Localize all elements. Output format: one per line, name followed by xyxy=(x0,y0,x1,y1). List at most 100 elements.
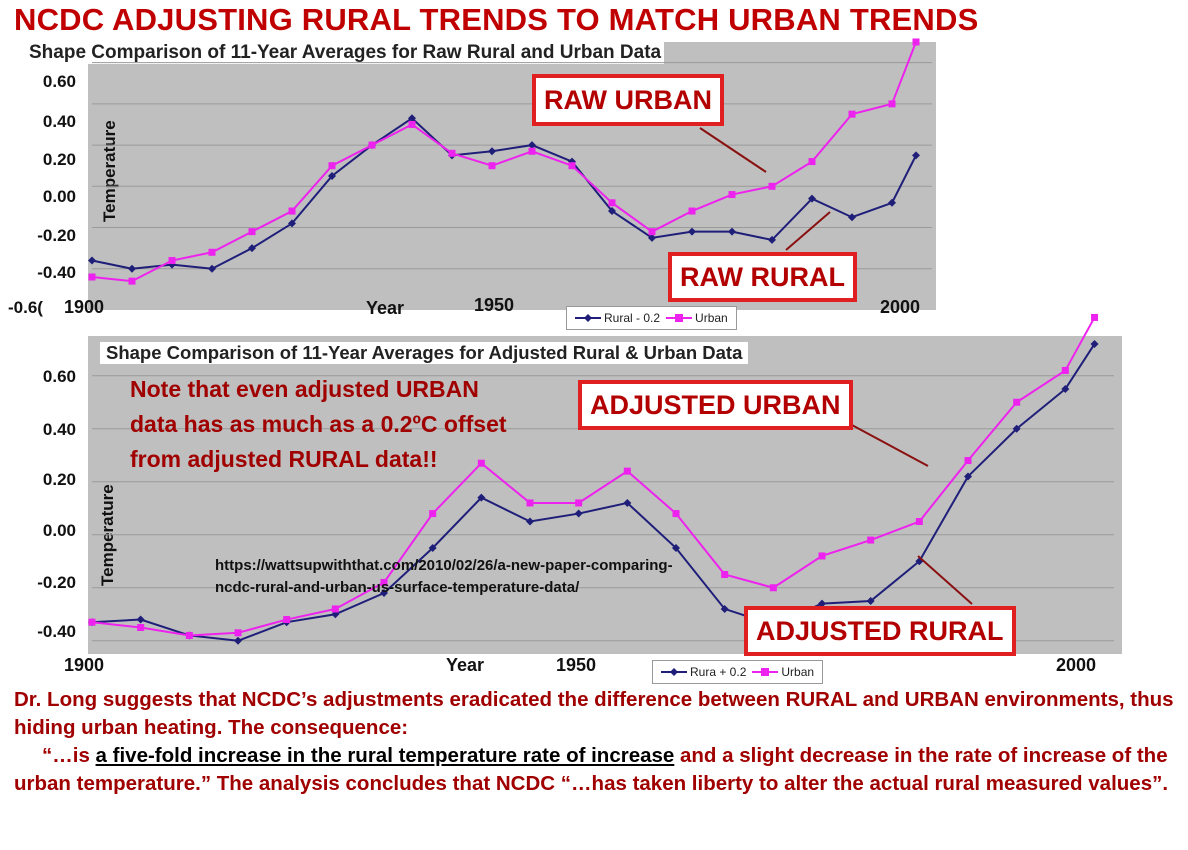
legend-label: Urban xyxy=(695,311,728,325)
chart1-urban-point xyxy=(288,207,296,215)
chart2-urban-point xyxy=(185,631,193,639)
chart1-rural-point xyxy=(528,141,536,150)
callout-adjusted-rural: ADJUSTED RURAL xyxy=(744,606,1016,656)
chart1-urban-point xyxy=(88,273,96,281)
legend-rural-swatch-icon xyxy=(575,314,601,322)
chart1-series-urban-line xyxy=(91,41,917,283)
caption: Dr. Long suggests that NCDC’s adjustment… xyxy=(14,686,1179,798)
source-url: https://wattsupwiththat.com/2010/02/26/a… xyxy=(215,557,673,596)
chart1-ytick: 0.40 xyxy=(42,112,76,131)
chart2-rural-point xyxy=(818,599,826,608)
chart2-rural-point xyxy=(526,517,534,526)
chart1-xlabel: Year xyxy=(366,298,405,318)
chart2-urban-point xyxy=(1013,398,1021,406)
chart2-urban-point xyxy=(769,584,777,592)
caption-part2: “…is xyxy=(42,744,96,767)
caption-part1: Dr. Long suggests that NCDC’s adjustment… xyxy=(14,688,1174,739)
chart1-urban-point xyxy=(248,228,256,236)
chart1-rural-point xyxy=(912,151,920,160)
callout-leader-line xyxy=(917,555,973,605)
chart1-rural-point xyxy=(288,219,296,228)
legend-label: Rural - 0.2 xyxy=(604,311,661,325)
chart2-urban-point xyxy=(137,624,145,631)
chart1-rural-point xyxy=(848,213,856,222)
chart1-rural-point xyxy=(408,114,416,123)
chart1-rural-point xyxy=(648,233,656,242)
chart1-ytick: -0.40 xyxy=(37,263,76,282)
chart1-ytick: 0.60 xyxy=(42,72,76,91)
callout-adjusted-urban: ADJUSTED URBAN xyxy=(578,380,853,430)
chart2-rural-point xyxy=(234,636,242,645)
legend-item-rural: Rura + 0.2 xyxy=(661,665,746,679)
chart1-urban-point xyxy=(608,199,616,207)
chart1-rural-point xyxy=(888,198,896,207)
legend-label: Rura + 0.2 xyxy=(690,665,747,679)
chart1-rural-point xyxy=(88,256,96,265)
chart1-urban-point xyxy=(568,162,576,170)
caption-emphasis: a five-fold increase in the rural temper… xyxy=(95,744,675,767)
chart1-urban-point xyxy=(688,207,696,215)
headline: NCDC ADJUSTING RURAL TRENDS TO MATCH URB… xyxy=(14,2,979,37)
chart1-series-rural-line xyxy=(91,117,917,270)
chart2-xtick: 1900 xyxy=(64,655,105,675)
chart2-urban-point xyxy=(88,618,96,626)
chart1-rural-point xyxy=(688,227,696,236)
chart2-urban-point xyxy=(1091,313,1099,321)
chart2-urban-point xyxy=(721,571,729,578)
chart2-urban-point xyxy=(429,510,437,518)
chart2-rural-point xyxy=(720,604,729,613)
chart2-urban-point xyxy=(283,616,291,624)
chart1-urban-point xyxy=(768,182,776,190)
chart2-rural-point xyxy=(964,472,972,481)
chart2-rural-point xyxy=(1090,339,1099,348)
chart2-ytick: 0.20 xyxy=(42,470,76,489)
chart1-xtick: 1950 xyxy=(474,295,515,315)
chart1-urban-point xyxy=(808,158,816,166)
callout-leader-line xyxy=(849,423,929,467)
chart2-xlabel: Year xyxy=(446,655,485,675)
chart1-ytick: 0.20 xyxy=(42,150,76,169)
chart2-series-urban-line xyxy=(91,316,1096,637)
chart2-rural-point xyxy=(574,509,583,518)
chart1-ytick: -0.6( xyxy=(8,298,43,317)
legend-item-urban: Urban xyxy=(752,665,814,679)
chart2-legend: Rura + 0.2 Urban xyxy=(652,660,824,684)
chart1-rural-point xyxy=(728,227,736,236)
chart1-title: Shape Comparison of 11-Year Averages for… xyxy=(26,42,665,64)
chart1-ytick: 0.00 xyxy=(42,187,76,206)
legend-label: Urban xyxy=(781,665,815,679)
chart1-rural-point xyxy=(488,147,496,156)
callout-raw-urban: RAW URBAN xyxy=(532,74,724,126)
chart1-urban-point xyxy=(728,191,736,199)
chart2-ytick: -0.40 xyxy=(37,622,76,641)
legend-rural-swatch-icon xyxy=(661,668,687,676)
legend-item-rural: Rural - 0.2 xyxy=(575,311,660,325)
chart1-rural-point xyxy=(208,264,216,273)
chart1-urban-point xyxy=(848,110,856,118)
callout-raw-rural: RAW RURAL xyxy=(668,252,857,302)
chart2-rural-point xyxy=(1012,424,1021,433)
chart2-urban-point xyxy=(380,578,388,586)
chart2-rural-point xyxy=(623,498,632,507)
chart1-urban-point xyxy=(448,149,456,157)
chart1-urban-point xyxy=(888,100,896,108)
chart2-urban-point xyxy=(623,467,631,475)
chart2-ytick: 0.00 xyxy=(42,521,76,540)
chart1-rural-point xyxy=(328,172,336,180)
chart2-urban-point xyxy=(1061,366,1069,374)
chart2-ytick: 0.60 xyxy=(42,367,76,386)
chart2-urban-point xyxy=(818,552,826,560)
chart2-rural-point xyxy=(1061,385,1070,393)
caption-part3: and a slight decrease in the rate of inc… xyxy=(14,744,1169,795)
chart2-urban-point xyxy=(477,459,485,467)
chart1-urban-point xyxy=(912,38,920,46)
chart1-legend: Rural - 0.2 Urban xyxy=(566,306,737,330)
chart2-series-rural-line xyxy=(91,343,1096,642)
chart2-urban-point xyxy=(964,457,972,465)
chart2-urban-point xyxy=(672,510,680,518)
chart1-xtick: 1900 xyxy=(64,297,105,317)
chart1-urban-point xyxy=(168,257,176,265)
chart2-rural-point xyxy=(672,544,680,552)
chart2-urban-point xyxy=(526,499,534,507)
